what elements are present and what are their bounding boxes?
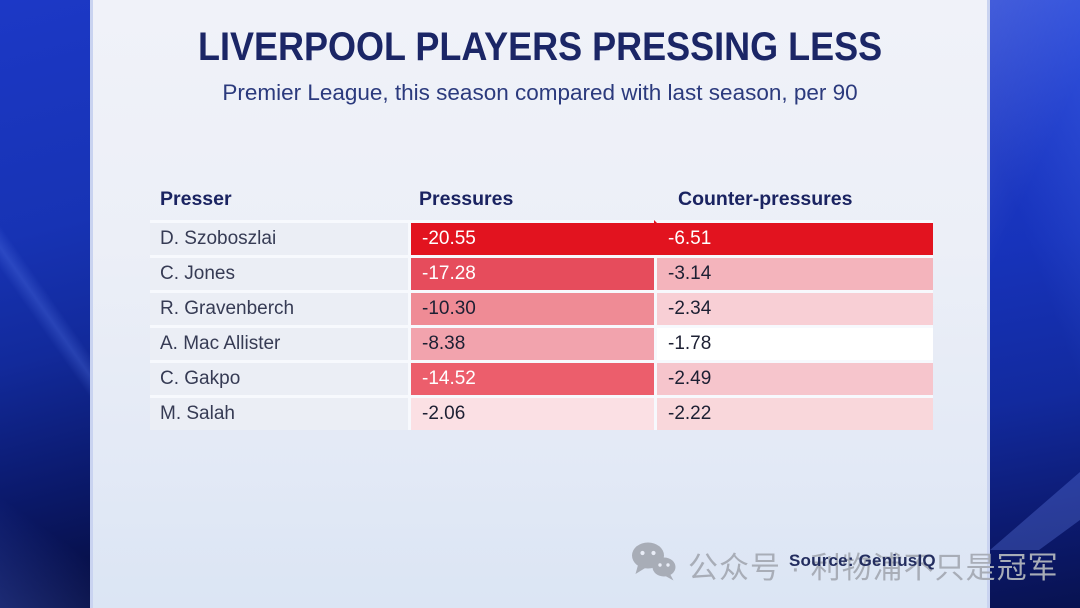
page-subtitle: Premier League, this season compared wit… (222, 80, 858, 105)
counter-pressures-cell: -2.49 (654, 360, 933, 395)
right-blue-panel (990, 0, 1080, 608)
table-row: C. Gakpo -14.52 -2.49 (150, 360, 933, 395)
pressures-cell: -8.38 (408, 325, 654, 360)
left-blue-panel (0, 0, 90, 608)
presser-cell: C. Jones (150, 255, 408, 290)
table-row: M. Salah -2.06 -2.22 (150, 395, 933, 430)
counter-pressures-cell: -2.22 (654, 395, 933, 430)
watermark-text: 公众号 · 利物浦不只是冠军 (688, 552, 1059, 585)
table-row: D. Szoboszlai -20.55 -6.51 (150, 220, 933, 255)
pressures-cell: -14.52 (408, 360, 654, 395)
wechat-watermark: 公众号 · 利物浦不只是冠军 (630, 541, 1059, 589)
col-header-presser: Presser (160, 188, 232, 210)
pressures-cell: -17.28 (408, 255, 654, 290)
pressures-cell: -20.55 (408, 220, 654, 255)
counter-pressures-cell: -3.14 (654, 255, 933, 290)
table-row: A. Mac Allister -8.38 -1.78 (150, 325, 933, 360)
pressing-table: Presser Pressures Counter-pressures D. S… (150, 188, 933, 430)
wechat-icon (630, 541, 676, 589)
page-title: LIVERPOOL PLAYERS PRESSING LESS (197, 25, 883, 69)
pressures-cell: -2.06 (408, 395, 654, 430)
source-credit: Source: GeniusIQ (789, 551, 936, 570)
pressures-cell: -10.30 (408, 290, 654, 325)
col-header-pressures: Pressures (419, 188, 514, 210)
presser-cell: C. Gakpo (150, 360, 408, 395)
presser-cell: D. Szoboszlai (150, 220, 408, 255)
presser-cell: A. Mac Allister (150, 325, 408, 360)
col-header-counter-pressures: Counter-pressures (678, 188, 853, 210)
presser-cell: M. Salah (150, 395, 408, 430)
presser-cell: R. Gravenberch (150, 290, 408, 325)
counter-pressures-cell: -6.51 (654, 220, 933, 255)
table-row: R. Gravenberch -10.30 -2.34 (150, 290, 933, 325)
counter-pressures-cell: -1.78 (654, 325, 933, 360)
table-body: D. Szoboszlai -20.55 -6.51 C. Jones -17.… (150, 220, 933, 430)
content-card: LIVERPOOL PLAYERS PRESSING LESS Premier … (90, 0, 990, 608)
table-row: C. Jones -17.28 -3.14 (150, 255, 933, 290)
table-header-row: Presser Pressures Counter-pressures (150, 188, 933, 220)
counter-pressures-cell: -2.34 (654, 290, 933, 325)
